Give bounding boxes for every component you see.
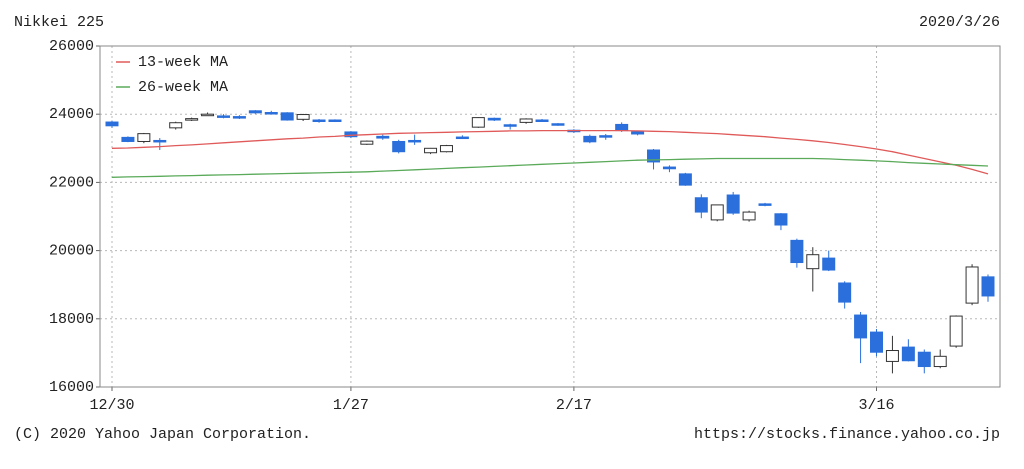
- candle-body: [232, 116, 246, 119]
- candle-body: [854, 314, 868, 339]
- x-tick-label: 3/16: [859, 397, 895, 414]
- candle-body: [949, 315, 963, 347]
- candle-body: [806, 254, 820, 270]
- y-tick-label: 26000: [49, 38, 94, 55]
- candle-body: [631, 131, 645, 135]
- candle-body: [153, 139, 167, 143]
- candle-body: [519, 118, 533, 123]
- candle-body: [296, 114, 310, 120]
- candle-body: [455, 136, 469, 140]
- candle-body: [694, 197, 708, 213]
- y-tick-label: 16000: [49, 379, 94, 396]
- candle-body: [439, 145, 453, 153]
- chart-date: 2020/3/26: [919, 14, 1000, 31]
- candle-body: [328, 119, 342, 122]
- candle-body: [408, 139, 422, 143]
- candle-body: [838, 282, 852, 303]
- candle-body: [583, 135, 597, 143]
- candle-body: [790, 239, 804, 264]
- candle-body: [137, 133, 151, 142]
- candle-body: [917, 351, 931, 368]
- candle-body: [901, 346, 915, 362]
- candle-body: [647, 149, 661, 163]
- candle-body: [264, 111, 278, 115]
- candle-body: [742, 211, 756, 221]
- x-tick-label: 12/30: [89, 397, 134, 414]
- ma-line: [111, 157, 989, 178]
- candle-body: [105, 121, 119, 127]
- candle-body: [870, 331, 884, 353]
- candle-body: [551, 123, 565, 126]
- y-tick-label: 22000: [49, 174, 94, 191]
- candle-body: [678, 173, 692, 186]
- candle-body: [710, 204, 724, 221]
- candle-body: [344, 131, 358, 138]
- candle-body: [965, 266, 979, 304]
- candle-body: [201, 113, 215, 117]
- candle-body: [758, 203, 772, 206]
- candle-body: [471, 117, 485, 128]
- candle-body: [424, 147, 438, 154]
- candle-body: [774, 213, 788, 226]
- candle-body: [248, 110, 262, 114]
- candle-body: [726, 194, 740, 214]
- candle-body: [121, 136, 135, 142]
- chart-title: Nikkei 225: [14, 14, 104, 31]
- candle-body: [185, 118, 199, 121]
- candle-body: [169, 122, 183, 129]
- legend-label: 13-week MA: [138, 54, 228, 71]
- candle-body: [933, 355, 947, 368]
- x-tick-label: 2/17: [556, 397, 592, 414]
- y-tick-label: 20000: [49, 243, 94, 260]
- candle-body: [885, 350, 899, 362]
- candle-body: [822, 257, 836, 271]
- candle-body: [615, 123, 629, 132]
- candle-body: [535, 119, 549, 122]
- candle-body: [312, 119, 326, 122]
- candle-body: [376, 135, 390, 139]
- candle-body: [360, 140, 374, 145]
- source-url: https://stocks.finance.yahoo.co.jp: [694, 426, 1000, 443]
- legend-label: 26-week MA: [138, 79, 228, 96]
- x-tick-label: 1/27: [333, 397, 369, 414]
- ma-line: [111, 129, 989, 175]
- plot-frame: [99, 45, 1001, 388]
- candle-body: [662, 166, 676, 170]
- y-tick-label: 18000: [49, 311, 94, 328]
- candle-body: [487, 117, 501, 121]
- y-tick-label: 24000: [49, 106, 94, 123]
- candle-body: [981, 276, 995, 297]
- copyright: (C) 2020 Yahoo Japan Corporation.: [14, 426, 311, 443]
- candle-body: [392, 140, 406, 153]
- candle-body: [599, 135, 613, 138]
- candle-body: [216, 115, 230, 118]
- candle-body: [503, 124, 517, 127]
- candle-body: [280, 112, 294, 121]
